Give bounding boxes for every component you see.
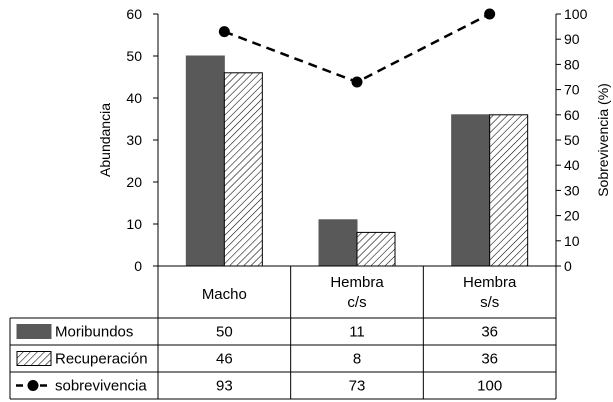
- table-value: 36: [481, 324, 498, 341]
- table-value: 73: [349, 378, 366, 395]
- y-tick-label: 40: [126, 90, 142, 106]
- bar-1-2: [489, 114, 529, 267]
- y-tick-label: 50: [126, 48, 142, 64]
- y-tick-label: 60: [126, 6, 142, 22]
- category-label: Hembra c/s: [330, 274, 384, 311]
- y2-tick-label: 70: [564, 82, 580, 98]
- y2-tick-label: 100: [564, 6, 588, 22]
- category-label: Macho: [202, 286, 247, 303]
- y2-tick-label: 40: [564, 157, 580, 173]
- y2-tick-label: 10: [564, 233, 580, 249]
- bar-0-2: [451, 114, 491, 267]
- table-value: 36: [481, 351, 498, 368]
- data-table: Macho Hembra c/s Hembra s/s Moribundos 50 11 36 R…: [9, 265, 557, 400]
- secondary-y-axis-label: Sobrevivencia (%): [595, 83, 611, 197]
- y-axis-label: Abundancia: [97, 103, 113, 177]
- y2-tick-label: 60: [564, 107, 580, 123]
- table-value: 100: [477, 378, 502, 395]
- y2-tick-label: 20: [564, 208, 580, 224]
- table-value: 93: [216, 378, 233, 395]
- bar-1-0: [223, 72, 263, 267]
- survival-line-path: [223, 12, 491, 84]
- bar-0-0: [185, 55, 225, 267]
- y2-tick-label: 30: [564, 182, 580, 198]
- y2-tick-label: 0: [564, 258, 572, 274]
- y-tick-label: 0: [134, 258, 142, 274]
- survival-point-1: [351, 76, 363, 88]
- bar-0-1: [318, 219, 358, 267]
- table-value: 11: [349, 324, 365, 341]
- legend-key-swatch: [16, 324, 52, 339]
- survival-point-0: [218, 26, 230, 38]
- y2-tick-label: 80: [564, 56, 580, 72]
- legend-label: Moribundos: [55, 324, 133, 341]
- y-axis-ticks: 0 10 20 30 40 50 60: [126, 6, 159, 274]
- secondary-y-axis-ticks: 0 10 20 30 40 50 60 70 80 90 100: [555, 6, 588, 274]
- y-tick-label: 30: [126, 132, 142, 148]
- y2-tick-label: 90: [564, 31, 580, 47]
- y2-tick-label: 50: [564, 132, 580, 148]
- y-tick-label: 20: [126, 174, 142, 190]
- legend-key-marker: [27, 380, 39, 391]
- category-label: Hembra s/s: [463, 274, 517, 311]
- legend-label: sobrevivencia: [55, 378, 147, 395]
- y-tick-label: 10: [126, 216, 142, 232]
- survival-line: [218, 8, 496, 88]
- bars: [185, 55, 529, 267]
- bar-1-1: [356, 231, 396, 267]
- legend-key-swatch: [16, 351, 52, 366]
- table-value: 46: [216, 351, 233, 368]
- legend-label: Recuperación: [55, 351, 148, 368]
- survival-point-2: [484, 8, 496, 20]
- table-value: 8: [353, 351, 361, 368]
- table-value: 50: [216, 324, 233, 341]
